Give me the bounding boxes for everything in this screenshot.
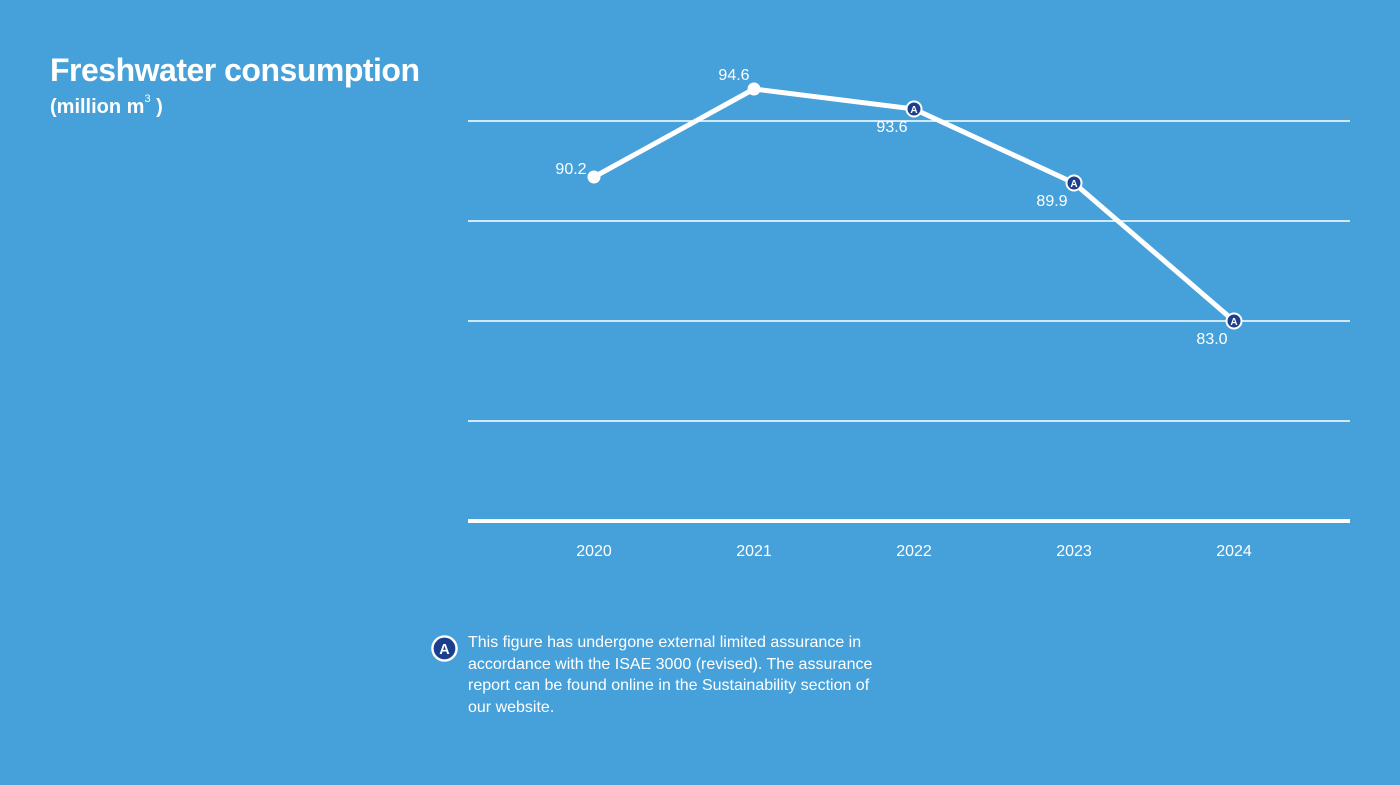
data-label-2022: 93.6 <box>876 119 907 136</box>
unit-superscript: 3 <box>144 93 151 105</box>
data-label-2023: 89.9 <box>1036 193 1067 210</box>
assured-marker-letter-2022: A <box>910 105 917 116</box>
x-tick-label-2022: 2022 <box>896 543 932 560</box>
assurance-badge-icon: A <box>431 635 458 662</box>
assured-marker-letter-2023: A <box>1070 179 1077 190</box>
x-tick-label-2021: 2021 <box>736 543 772 560</box>
unit-suffix: ) <box>150 96 163 118</box>
assured-marker-letter-2024: A <box>1230 317 1237 328</box>
data-label-2020: 90.2 <box>555 161 586 178</box>
x-tick-label-2020: 2020 <box>576 543 612 560</box>
unit-prefix: (million m <box>50 96 145 118</box>
data-label-2024: 83.0 <box>1196 331 1227 348</box>
chart-unit: (million m3 ) <box>50 93 163 119</box>
chart-title: Freshwater consumption <box>50 52 420 88</box>
assured-marker-2023 <box>1065 174 1083 192</box>
line-chart: 2020 2021 2022 2023 202490.294.6A93.6A89.9A8… <box>468 67 1350 560</box>
data-point-2021 <box>747 82 761 96</box>
x-tick-label-2024: 2024 <box>1216 543 1252 560</box>
assured-marker-2024 <box>1225 312 1243 330</box>
data-point-2020 <box>587 170 601 184</box>
assured-marker-2022 <box>905 100 923 118</box>
x-tick-label-2023: 2023 <box>1056 543 1092 560</box>
data-label-2021: 94.6 <box>718 67 749 84</box>
assurance-footnote: A This figure has undergone external lim… <box>431 632 881 718</box>
assurance-badge-letter: A <box>439 642 450 658</box>
assurance-footnote-text: This figure has undergone external limit… <box>468 634 873 716</box>
series-line <box>591 86 1237 324</box>
